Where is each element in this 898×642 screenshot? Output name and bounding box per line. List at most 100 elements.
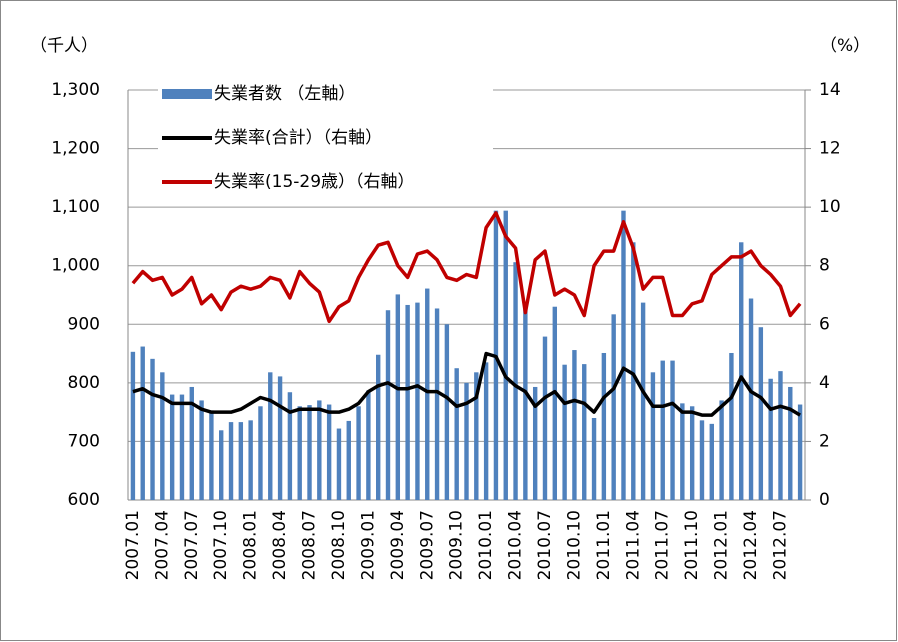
bar (778, 371, 783, 500)
y-tick-label: 800 (68, 373, 100, 393)
x-tick-label: 2011.04 (623, 510, 643, 580)
bar (680, 403, 685, 500)
bar (582, 364, 587, 500)
bar (729, 352, 734, 500)
bar (219, 430, 224, 500)
legend-label: 失業者数 （左軸） (214, 84, 355, 104)
bar (748, 298, 754, 500)
y2-tick-label: 2 (819, 431, 830, 451)
x-tick-label: 2008.10 (329, 510, 349, 580)
bar (356, 406, 361, 500)
legend-label: 失業率(合計）（右軸） (214, 128, 382, 148)
bar (689, 406, 695, 500)
bar (425, 288, 430, 500)
y-tick-label: 1,300 (51, 80, 100, 100)
bar (503, 210, 508, 500)
legend-label: 失業率(15-29歳）（右軸） (214, 172, 415, 192)
x-tick-label: 2010.10 (564, 510, 584, 580)
bar (601, 352, 607, 500)
bar (326, 404, 332, 500)
bar (150, 358, 155, 500)
bar (434, 308, 440, 500)
bar (768, 378, 773, 500)
x-tick-label: 2012.01 (712, 510, 732, 580)
bar (660, 360, 665, 500)
x-tick-label: 2007.04 (152, 510, 172, 580)
x-tick-label: 2010.07 (535, 510, 555, 580)
bar (454, 368, 459, 500)
x-tick-label: 2009.04 (388, 510, 408, 580)
bar (611, 314, 616, 500)
bar (160, 372, 165, 500)
bar (209, 410, 214, 500)
bar (591, 418, 597, 500)
x-tick-label: 2008.04 (270, 510, 290, 580)
bar (572, 350, 577, 500)
bar (179, 394, 185, 500)
bar (562, 364, 567, 500)
y2-tick-label: 10 (819, 197, 841, 217)
x-tick-label: 2012.07 (770, 510, 790, 580)
bar (228, 422, 234, 500)
bar (169, 394, 175, 500)
bar (385, 310, 391, 500)
bar (650, 372, 656, 500)
bar (483, 362, 489, 500)
y-tick-label: 700 (68, 431, 100, 451)
bar (444, 324, 450, 500)
bar (199, 400, 204, 500)
bar (709, 423, 714, 500)
bar (631, 242, 636, 501)
x-tick-label: 2007.10 (211, 510, 231, 580)
line (132, 351, 801, 417)
bar (366, 390, 371, 500)
y2-tick-label: 6 (819, 314, 830, 334)
y2-tick-label: 12 (819, 139, 841, 159)
bar (395, 294, 401, 500)
bar (523, 304, 528, 500)
legend: 失業者数 （左軸） 失業率(合計）（右軸） 失業率(15-29歳）（右軸） (158, 76, 493, 202)
bar (375, 354, 381, 500)
y-tick-label: 1,200 (51, 139, 100, 159)
x-tick-label: 2008.01 (241, 510, 261, 580)
bar (719, 400, 724, 500)
x-tick-label: 2012.04 (741, 510, 761, 580)
y-axis-label: （千人） (30, 36, 98, 56)
bar (797, 404, 803, 500)
y2-axis-label: （%） (820, 36, 870, 56)
bar (189, 386, 194, 500)
bar (758, 327, 764, 500)
bar (513, 262, 518, 500)
bar (552, 306, 558, 500)
bar (268, 372, 273, 500)
x-tick-label: 2009.10 (447, 510, 467, 580)
bar (297, 406, 302, 500)
bar (621, 210, 626, 500)
y2-tick-label: 14 (819, 80, 841, 100)
bar (248, 420, 253, 500)
bar (277, 376, 283, 500)
y-tick-label: 1,000 (51, 256, 100, 276)
y-tick-label: 1,100 (51, 197, 100, 217)
bar (307, 405, 312, 500)
y-tick-label: 900 (68, 314, 100, 334)
bar (464, 382, 469, 500)
y2-tick-label: 0 (819, 490, 830, 510)
bar (542, 336, 548, 500)
legend-swatch (162, 89, 212, 99)
line (131, 211, 802, 324)
x-tick-label: 2010.01 (476, 510, 496, 580)
bar (788, 386, 793, 500)
bar (258, 406, 263, 500)
bar (415, 302, 420, 500)
x-tick-label: 2011.07 (653, 510, 673, 580)
bar (317, 400, 322, 500)
y-tick-label: 600 (68, 490, 100, 510)
bar (532, 386, 538, 500)
x-tick-label: 2007.01 (123, 510, 143, 580)
x-tick-label: 2010.04 (506, 510, 526, 580)
legend-box (158, 76, 493, 202)
y2-tick-label: 4 (819, 373, 830, 393)
bar (739, 242, 744, 501)
